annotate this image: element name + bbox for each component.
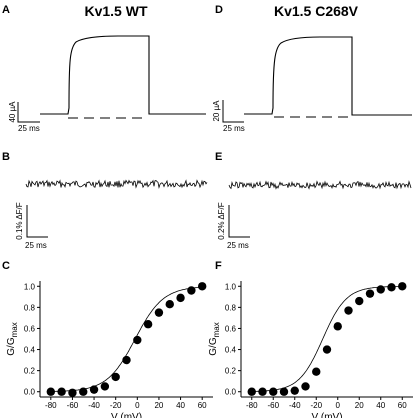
data-point-f <box>290 386 299 395</box>
data-point-c <box>176 293 185 303</box>
scale-label-d-amp: 20 µA <box>212 100 221 122</box>
y-tick-label-c: 0.8 <box>24 303 36 312</box>
scale-bar-a: 40 µA 25 ms <box>8 101 40 133</box>
data-point-c <box>133 335 142 345</box>
panel-letter-d: D <box>215 4 223 16</box>
panel-letter-f: F <box>215 260 222 272</box>
x-tick-label-f: -20 <box>310 401 322 410</box>
panel-letter-e: E <box>215 151 222 163</box>
gv-plot-c268v: 0.0 0.2 0.4 0.6 0.8 1.0 -80 -60 -40 -20 0 20 40 60 V (… <box>208 281 413 418</box>
data-point-c <box>111 372 120 382</box>
gv-plot-wt: 0.0 0.2 0.4 0.6 0.8 1.0 -80 -60 -40 -20 0 20 40 60 V (… <box>6 281 213 418</box>
y-tick-label-f: 0.2 <box>225 367 237 376</box>
y-axis-label-c: G/Gmax <box>6 322 19 355</box>
x-tick-label-f: 0 <box>336 401 341 410</box>
data-point-f <box>269 387 278 396</box>
scale-label-e-fluor: 0.2% ΔF/F <box>217 202 226 239</box>
data-point-c <box>187 286 196 295</box>
panel-letter-b: B <box>2 151 10 163</box>
fit-curve-f <box>251 286 403 392</box>
x-tick-label-c: 20 <box>154 401 163 410</box>
y-axis-label-main-c: G/G <box>6 337 17 356</box>
data-point-f <box>344 306 353 315</box>
scale-label-a-amp: 40 µA <box>8 101 17 123</box>
data-point-f <box>247 387 256 396</box>
scale-label-b-time: 25 ms <box>25 241 47 250</box>
data-point-c <box>197 282 207 291</box>
x-tick-label-c: 60 <box>198 401 207 410</box>
x-tick-label-f: 40 <box>376 401 385 410</box>
title-c268v: Kv1.5 C268V <box>274 3 359 19</box>
panel-letter-c: C <box>2 260 10 272</box>
y-tick-label-c: 0.2 <box>24 367 36 376</box>
data-point-f <box>376 285 385 294</box>
x-axis-label-f: V (mV) <box>311 412 342 418</box>
data-point-f <box>398 282 407 291</box>
data-point-f <box>258 387 267 396</box>
data-point-f <box>301 382 310 391</box>
y-tick-label-f: 0.8 <box>225 303 237 312</box>
x-tick-label-c: -20 <box>110 401 122 410</box>
data-point-c <box>46 387 56 396</box>
scale-label-e-time: 25 ms <box>227 241 249 250</box>
x-tick-label-c: -40 <box>88 401 100 410</box>
x-tick-label-c: -60 <box>67 401 79 410</box>
current-trace-wt <box>40 35 206 119</box>
data-point-c <box>143 320 153 329</box>
data-point-f <box>333 322 342 331</box>
data-point-c <box>165 300 174 309</box>
y-axis-label-sub-f: max <box>212 322 221 337</box>
data-point-f <box>387 283 396 292</box>
y-tick-label-c: 0.0 <box>24 388 36 397</box>
y-tick-label-f: 0.0 <box>225 388 237 397</box>
data-point-f <box>322 345 332 354</box>
fit-curve-c <box>50 286 203 392</box>
data-point-f <box>365 289 375 298</box>
y-tick-label-c: 0.6 <box>24 324 36 333</box>
current-trace-c268v <box>244 36 412 118</box>
y-tick-label-c: 0.4 <box>24 346 36 355</box>
scale-label-a-time: 25 ms <box>18 124 40 133</box>
x-tick-label-f: 20 <box>355 401 364 410</box>
x-tick-label-c: -80 <box>45 401 57 410</box>
data-point-f <box>355 296 364 306</box>
scale-bar-b: 0.1% ΔF/F 25 ms <box>15 202 48 250</box>
y-tick-label-f: 1.0 <box>225 282 237 291</box>
scale-bar-d: 20 µA 25 ms <box>212 100 245 133</box>
x-tick-label-c: 40 <box>176 401 185 410</box>
data-point-f <box>279 387 289 396</box>
fluorescence-trace-wt <box>25 179 208 189</box>
data-point-c <box>68 388 77 397</box>
panel-letter-a: A <box>2 4 10 16</box>
y-axis-label-main-f: G/G <box>208 337 219 356</box>
x-tick-label-f: -40 <box>289 401 301 410</box>
data-point-c <box>57 387 66 396</box>
data-point-c <box>79 387 88 396</box>
data-point-c <box>122 355 131 365</box>
x-tick-label-f: -80 <box>246 401 258 410</box>
y-tick-label-f: 0.4 <box>225 346 237 355</box>
y-axis-label-sub-c: max <box>10 322 19 337</box>
fluorescence-trace-c268v <box>228 180 412 190</box>
y-tick-label-f: 0.6 <box>225 324 237 333</box>
data-point-c <box>100 382 110 391</box>
x-tick-label-f: 60 <box>398 401 407 410</box>
scale-bar-e: 0.2% ΔF/F 25 ms <box>217 202 250 250</box>
data-point-c <box>89 385 99 394</box>
data-point-f <box>312 367 321 376</box>
y-axis-label-f: G/Gmax <box>208 322 221 355</box>
x-tick-label-f: -60 <box>267 401 279 410</box>
title-wt: Kv1.5 WT <box>84 3 147 19</box>
scale-label-b-fluor: 0.1% ΔF/F <box>15 202 24 239</box>
scale-label-d-time: 25 ms <box>223 124 245 133</box>
x-axis-label-c: V (mV) <box>111 412 142 418</box>
x-tick-label-c: 0 <box>135 401 140 410</box>
data-point-c <box>154 308 164 317</box>
y-tick-label-c: 1.0 <box>24 282 36 291</box>
